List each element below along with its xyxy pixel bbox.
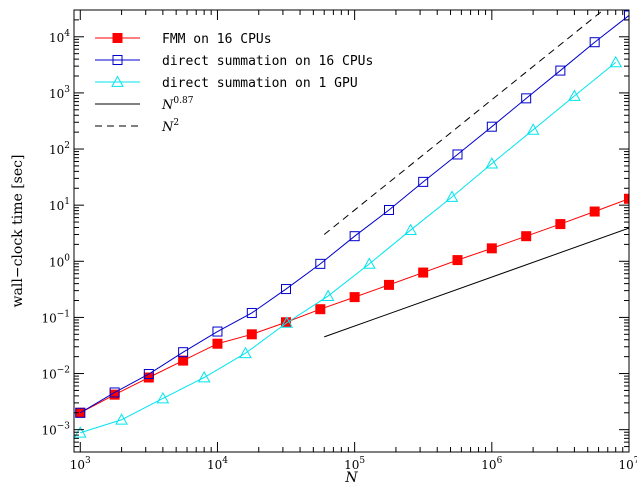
data-point [609,55,623,68]
data-point [486,243,497,254]
y-tick-label: 102 [49,141,70,157]
data-point [246,307,257,318]
series-5 [323,10,604,235]
y-axis-title: wall−clock time [sec] [10,155,26,308]
data-point [418,176,429,187]
data-point [589,206,600,217]
series-line [80,15,629,414]
y-tick-label: 10−2 [41,366,70,382]
y-tick-label: 104 [49,29,70,45]
y-tick-label: 103 [49,85,70,101]
legend-marker [111,75,124,87]
legend-entry-2: direct summation on 16 CPUs [95,54,373,69]
legend-marker [112,33,123,43]
data-point [315,304,326,315]
data-point [624,10,629,21]
legend-label: direct summation on 1 GPU [162,76,358,91]
y-tick-label: 100 [49,253,70,269]
series-3 [74,55,623,438]
data-point [383,204,394,215]
data-point [212,326,223,337]
data-point [555,219,566,230]
data-point [486,121,497,132]
data-point [178,355,189,366]
data-point [349,292,360,303]
x-tick-label: 105 [344,456,365,472]
series-1 [75,193,629,418]
legend-label: N0.87 [161,96,194,113]
data-point [212,338,223,349]
data-point [555,65,566,76]
data-point [383,279,394,290]
data-point [485,157,499,169]
data-point [521,93,532,104]
y-tick-label: 101 [49,197,70,213]
data-point [568,89,581,101]
data-point [624,193,629,204]
x-tick-label: 107 [618,456,637,472]
data-point [404,223,417,235]
data-point [589,37,600,48]
data-point [281,284,292,295]
data-point [521,231,532,242]
series-2 [75,10,629,418]
series-line [80,61,617,434]
data-point [349,231,360,242]
data-point [115,413,128,425]
series-4 [324,227,629,338]
data-point [452,149,463,160]
legend-entry-1: FMM on 16 CPUs [95,32,272,47]
y-tick-label: 10−3 [41,422,70,438]
legend-label: N2 [161,118,179,135]
legend-marker [112,55,123,65]
legend-label: direct summation on 16 CPUs [162,54,373,69]
axes: 103 104 105 106 107 10−3 10−2 10−1 100 101 102 103 1… [41,9,637,472]
data-point [321,289,335,301]
series-line [80,198,629,414]
data-point [280,316,294,328]
x-axis-title: N [344,470,358,486]
series-layer [74,10,629,438]
data-point [143,369,154,380]
data-point [239,346,252,359]
data-point [197,370,211,383]
data-point [315,258,326,269]
data-point [445,190,459,202]
series-line [323,10,604,235]
plot-frame [73,9,630,453]
data-point [246,329,257,340]
legend-entry-5: N2 [95,118,179,135]
data-point [178,347,189,358]
y-tick-label: 10−1 [41,309,70,325]
series-line [324,227,629,338]
legend-entry-3: direct summation on 1 GPU [95,75,358,91]
data-point [418,267,429,278]
legend-label: FMM on 16 CPUs [162,32,272,47]
x-tick-label: 103 [70,456,91,472]
data-point [109,387,120,398]
x-tick-label: 106 [481,456,502,472]
data-point [362,257,376,269]
data-point [156,391,170,404]
x-tick-label: 104 [207,456,228,472]
legend-entry-4: N0.87 [95,96,194,113]
data-point [452,255,463,266]
data-point [526,123,540,135]
legend: FMM on 16 CPUs direct summation on 16 CPU… [95,32,373,135]
